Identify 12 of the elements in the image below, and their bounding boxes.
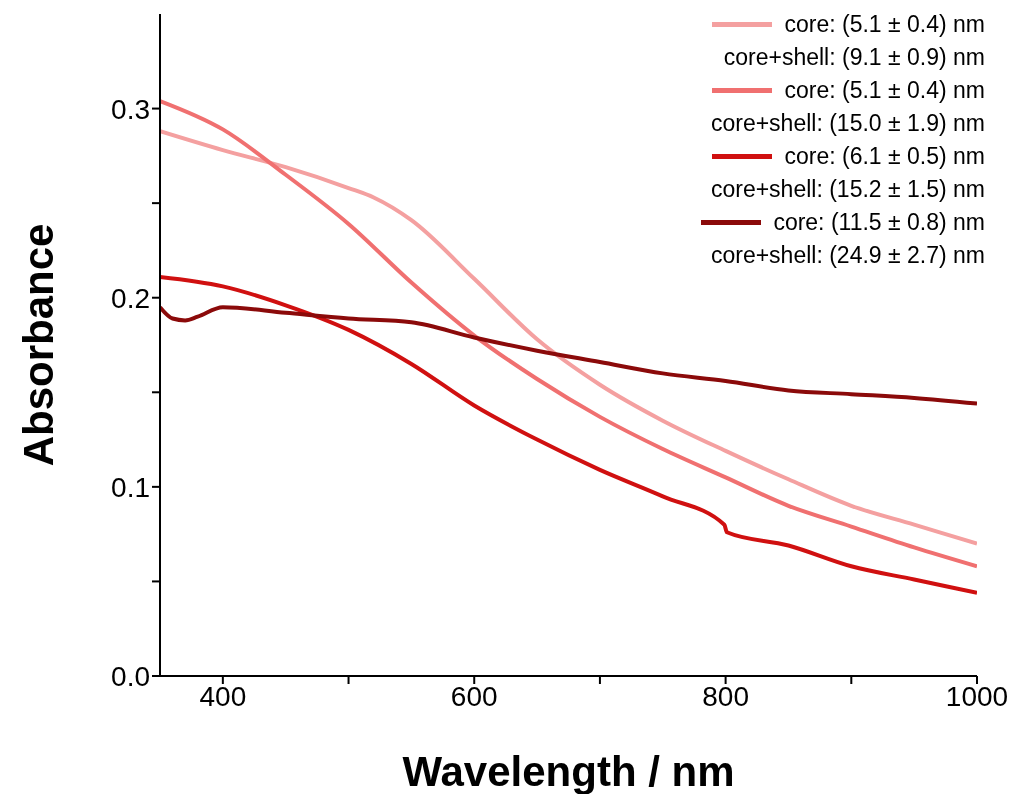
x-tick-label: 400: [199, 680, 247, 712]
x-tick-label: 1000: [945, 680, 1009, 712]
x-tick-label: 600: [450, 680, 498, 712]
line-series: [160, 305, 977, 406]
y-axis-title: Absorbance: [14, 223, 62, 467]
y-tick-label: 0.2: [111, 282, 150, 314]
x-tick-label: 800: [702, 680, 749, 712]
legend-label: core: (11.5 ± 0.8) nm core+shell: (24.9 ± 2.7) nm: [710, 208, 985, 270]
y-tick-label: 0.1: [111, 471, 150, 503]
y-tick-label: 0.3: [111, 93, 150, 125]
line-series: [160, 274, 977, 595]
text: 0.0: [111, 660, 150, 692]
